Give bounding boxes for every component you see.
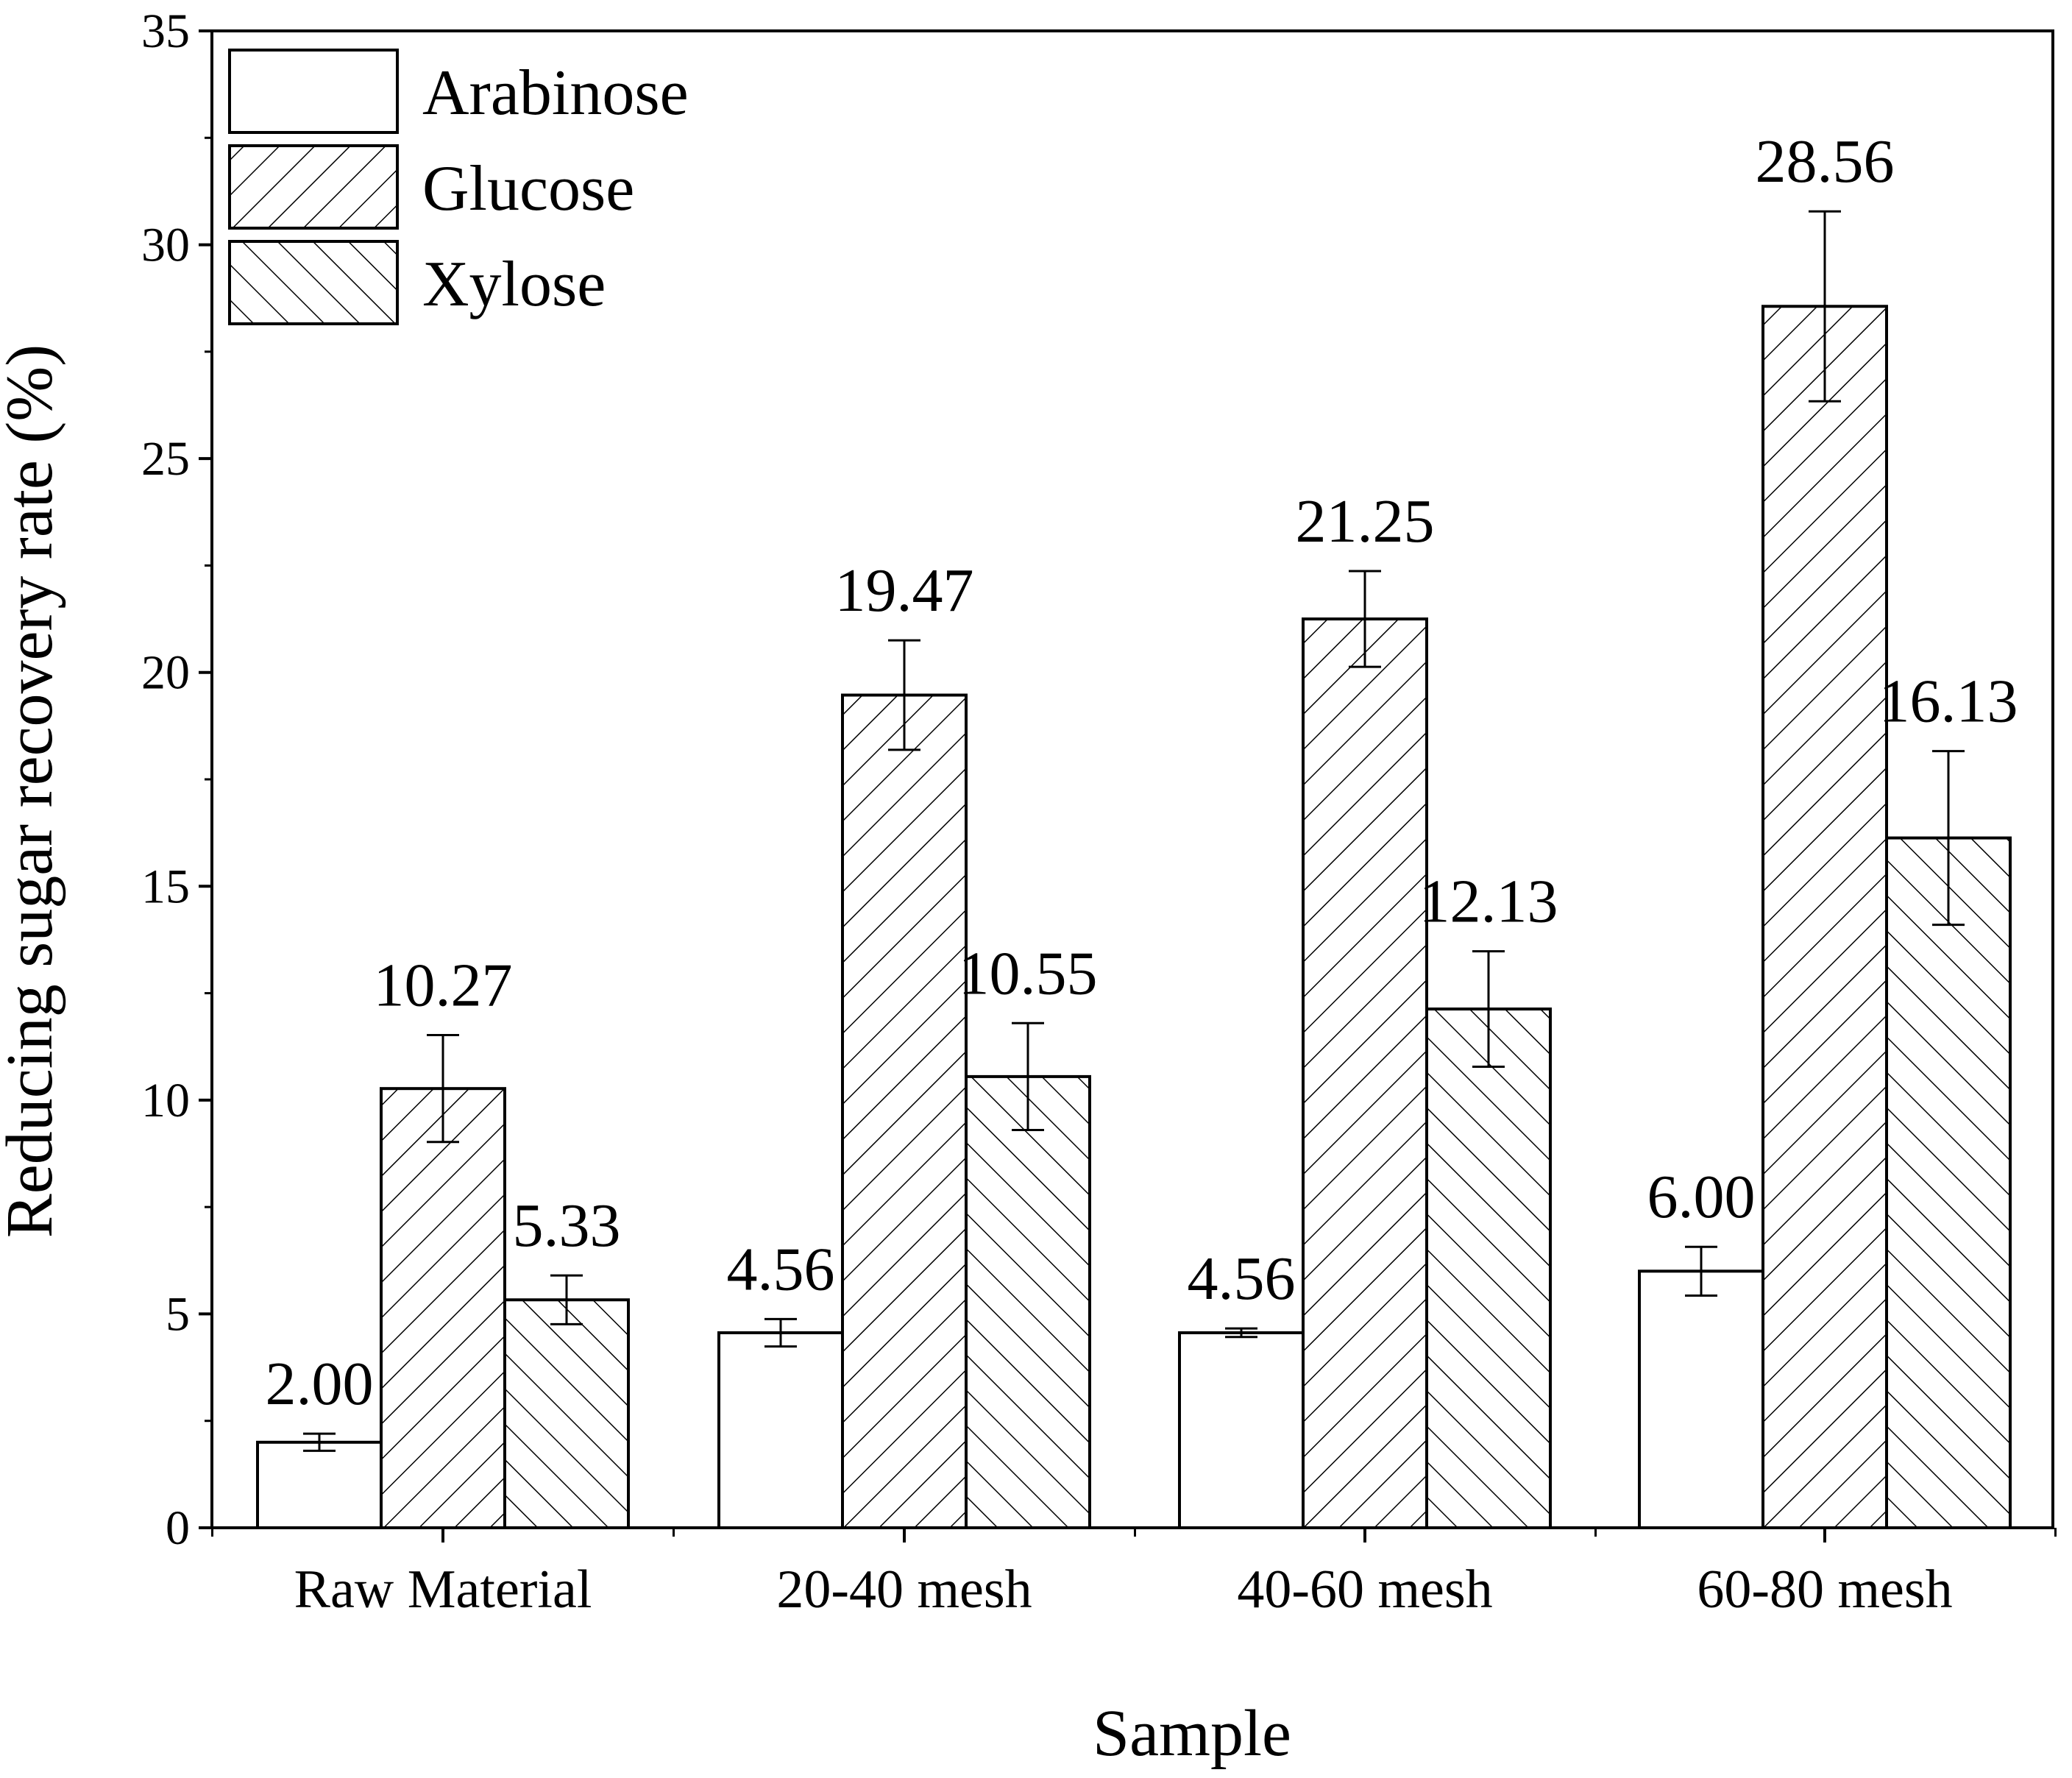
x-tick-label: Raw Material <box>294 1559 592 1620</box>
legend-swatch-arabinose <box>228 49 399 134</box>
data-label-xylose-raw-material: 5.33 <box>513 1191 621 1260</box>
data-label-glucose-raw-material: 10.27 <box>374 952 513 1020</box>
error-bar-glucose-20-40-mesh <box>888 639 920 751</box>
legend-swatch-glucose <box>228 144 399 230</box>
bar-xylose-raw-material <box>503 1298 630 1529</box>
y-tick-label: 25 <box>141 432 190 486</box>
error-bar-glucose-60-80-mesh <box>1809 210 1841 403</box>
x-tick-label: 60-80 mesh <box>1697 1559 1952 1620</box>
data-labels-layer: 2.00 4.56 4.56 6.00 10.27 19.47 21.25 28.56 5.33… <box>266 127 2018 1418</box>
bar-arabinose-40-60-mesh <box>1178 1331 1305 1530</box>
y-tick-label: 35 <box>141 4 190 58</box>
data-label-arabinose-40-60-mesh: 4.56 <box>1188 1244 1296 1313</box>
legend-label-xylose: Xylose <box>422 249 606 320</box>
x-axis: Raw Material 20-40 mesh 40-60 mesh 60-80 me… <box>211 1528 2057 1620</box>
data-label-xylose-60-80-mesh: 16.13 <box>1879 667 2018 736</box>
x-tick-label: 20-40 mesh <box>776 1559 1032 1620</box>
error-bar-arabinose-20-40-mesh <box>764 1317 797 1348</box>
bar-glucose-60-80-mesh <box>1761 305 1888 1530</box>
data-label-glucose-20-40-mesh: 19.47 <box>835 556 974 625</box>
bar-arabinose-raw-material <box>256 1440 383 1530</box>
error-bar-glucose-raw-material <box>427 1034 459 1144</box>
bar-xylose-60-80-mesh <box>1885 836 2012 1529</box>
bars-layer <box>256 305 2012 1530</box>
bar-xylose-20-40-mesh <box>965 1074 1091 1529</box>
y-tick-label: 15 <box>141 860 190 913</box>
y-axis: 0 5 10 15 20 25 30 35 <box>141 4 212 1555</box>
y-tick-label: 0 <box>166 1501 190 1555</box>
error-bar-xylose-raw-material <box>550 1274 583 1325</box>
bar-glucose-40-60-mesh <box>1302 617 1428 1529</box>
error-bar-xylose-20-40-mesh <box>1012 1021 1044 1132</box>
error-bar-xylose-60-80-mesh <box>1932 750 1965 927</box>
bar-glucose-raw-material <box>380 1087 506 1529</box>
bar-arabinose-20-40-mesh <box>717 1331 844 1530</box>
bar-xylose-40-60-mesh <box>1425 1007 1552 1529</box>
data-label-glucose-60-80-mesh: 28.56 <box>1756 127 1895 196</box>
y-tick-label: 20 <box>141 646 190 700</box>
y-tick-label: 5 <box>166 1287 190 1341</box>
y-tick-label: 10 <box>141 1074 190 1127</box>
data-label-arabinose-60-80-mesh: 6.00 <box>1647 1163 1756 1231</box>
legend-label-arabinose: Arabinose <box>422 57 689 129</box>
legend: Arabinose Glucose Xylose <box>228 49 689 325</box>
x-axis-title: Sample <box>1093 1697 1291 1770</box>
legend-label-glucose: Glucose <box>422 153 634 224</box>
error-bar-xylose-40-60-mesh <box>1472 950 1505 1069</box>
error-bars-layer <box>303 210 1965 1452</box>
x-tick-label: 40-60 mesh <box>1237 1559 1492 1620</box>
error-bar-glucose-40-60-mesh <box>1349 570 1381 668</box>
data-label-arabinose-20-40-mesh: 4.56 <box>727 1235 835 1303</box>
data-label-arabinose-raw-material: 2.00 <box>266 1350 374 1418</box>
error-bar-arabinose-40-60-mesh <box>1225 1327 1257 1339</box>
bar-arabinose-60-80-mesh <box>1638 1269 1764 1530</box>
bar-glucose-20-40-mesh <box>841 693 968 1529</box>
data-label-xylose-20-40-mesh: 10.55 <box>959 939 1098 1007</box>
legend-swatch-xylose <box>228 240 399 325</box>
y-axis-title: Reducing sugar recovery rate (%) <box>0 344 66 1238</box>
error-bar-arabinose-raw-material <box>303 1432 336 1452</box>
error-bar-arabinose-60-80-mesh <box>1685 1245 1717 1297</box>
data-label-xylose-40-60-mesh: 12.13 <box>1419 868 1558 936</box>
y-tick-label: 30 <box>141 219 190 272</box>
data-label-glucose-40-60-mesh: 21.25 <box>1296 487 1435 556</box>
